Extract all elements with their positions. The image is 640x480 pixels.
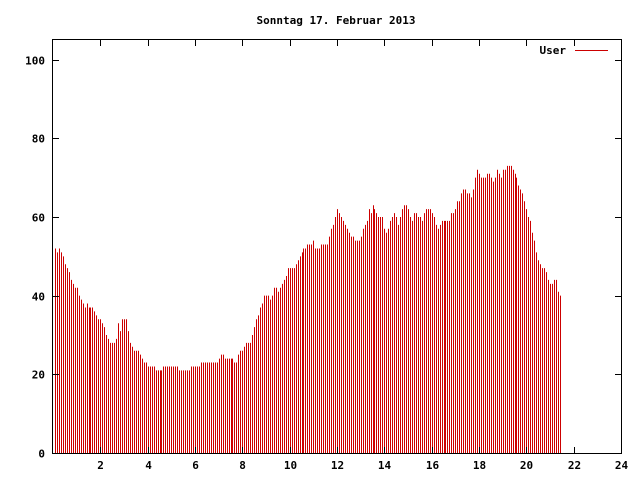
y-tick-label: 0 (38, 448, 45, 461)
y-tick-label: 60 (32, 212, 45, 225)
x-tick-label: 16 (426, 459, 440, 472)
plot-frame (52, 39, 622, 454)
legend-label-user: User (540, 44, 567, 57)
y-axis-ticks: 0 20 40 60 80 100 (25, 55, 621, 461)
x-tick-label: 20 (520, 459, 533, 472)
y-tick-label: 100 (25, 55, 45, 68)
x-tick-label: 12 (331, 459, 344, 472)
x-tick-label: 10 (284, 459, 297, 472)
y-tick-label: 40 (32, 291, 45, 304)
x-tick-label: 14 (378, 459, 392, 472)
x-tick-label: 8 (239, 459, 246, 472)
x-axis-ticks: 2 4 6 8 10 12 14 16 18 20 22 24 (97, 40, 628, 472)
chart-title: Sonntag 17. Februar 2013 (257, 14, 416, 27)
x-tick-label: 2 (97, 459, 104, 472)
x-tick-label: 22 (568, 459, 581, 472)
bars-layer (55, 165, 561, 453)
x-tick-label: 6 (192, 459, 199, 472)
y-tick-label: 20 (32, 369, 45, 382)
legend: User (540, 44, 608, 57)
x-tick-label: 4 (145, 459, 152, 472)
x-tick-label: 18 (473, 459, 486, 472)
x-tick-label: 24 (615, 459, 629, 472)
y-tick-label: 80 (32, 133, 45, 146)
